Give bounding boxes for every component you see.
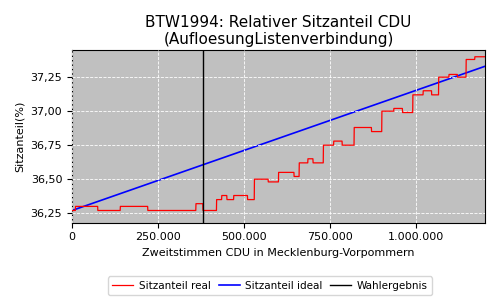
Sitzanteil ideal	[270, 139, 276, 142]
X-axis label: Zweitstimmen CDU in Mecklenburg-Vorpommern: Zweitstimmen CDU in Mecklenburg-Vorpomme…	[142, 248, 415, 258]
Title: BTW1994: Relativer Sitzanteil CDU
(AufloesungListenverbindung): BTW1994: Relativer Sitzanteil CDU (Auflo…	[146, 15, 412, 47]
Y-axis label: Sitzanteil(%): Sitzanteil(%)	[15, 101, 25, 172]
Sitzanteil real	[394, 107, 400, 110]
Sitzanteil real	[69, 209, 75, 212]
Sitzanteil ideal	[90, 201, 96, 205]
Sitzanteil ideal	[470, 69, 476, 72]
Line: Sitzanteil real: Sitzanteil real	[72, 57, 485, 211]
Sitzanteil real	[482, 55, 488, 58]
Sitzanteil real	[259, 177, 265, 181]
Sitzanteil real	[472, 55, 478, 58]
Sitzanteil ideal	[482, 64, 488, 68]
Sitzanteil real	[470, 58, 476, 61]
Sitzanteil real	[90, 205, 96, 208]
Legend: Sitzanteil real, Sitzanteil ideal, Wahlergebnis: Sitzanteil real, Sitzanteil ideal, Wahle…	[108, 277, 432, 295]
Sitzanteil ideal	[69, 209, 75, 212]
Sitzanteil ideal	[259, 142, 265, 146]
Sitzanteil ideal	[470, 69, 476, 72]
Sitzanteil real	[270, 180, 276, 184]
Sitzanteil ideal	[394, 95, 400, 99]
Sitzanteil real	[470, 58, 476, 61]
Line: Sitzanteil ideal: Sitzanteil ideal	[72, 66, 485, 211]
